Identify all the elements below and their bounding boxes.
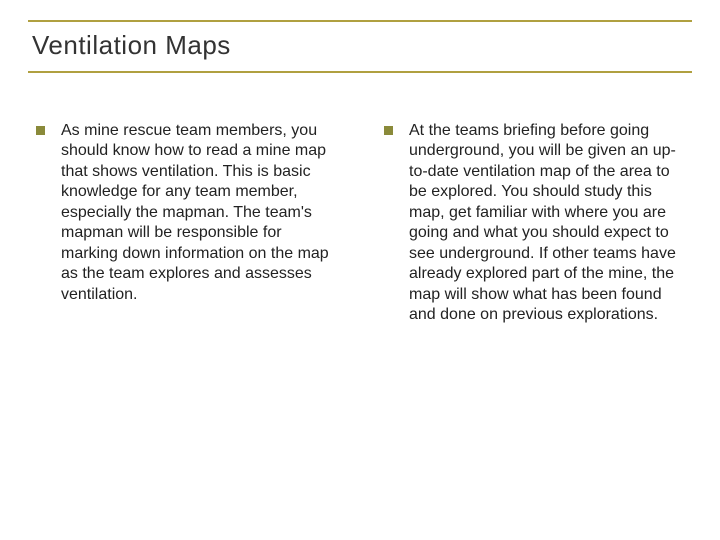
body-text-right: At the teams briefing before going under…: [409, 121, 684, 326]
bullet-icon: [36, 126, 45, 135]
content-columns: As mine rescue team members, you should …: [28, 121, 692, 326]
column-right: At the teams briefing before going under…: [384, 121, 684, 326]
slide-title: Ventilation Maps: [28, 30, 692, 61]
bullet-icon: [384, 126, 393, 135]
body-text-left: As mine rescue team members, you should …: [61, 121, 336, 305]
column-left: As mine rescue team members, you should …: [36, 121, 336, 326]
title-container: Ventilation Maps: [28, 20, 692, 73]
slide: Ventilation Maps As mine rescue team mem…: [0, 0, 720, 540]
